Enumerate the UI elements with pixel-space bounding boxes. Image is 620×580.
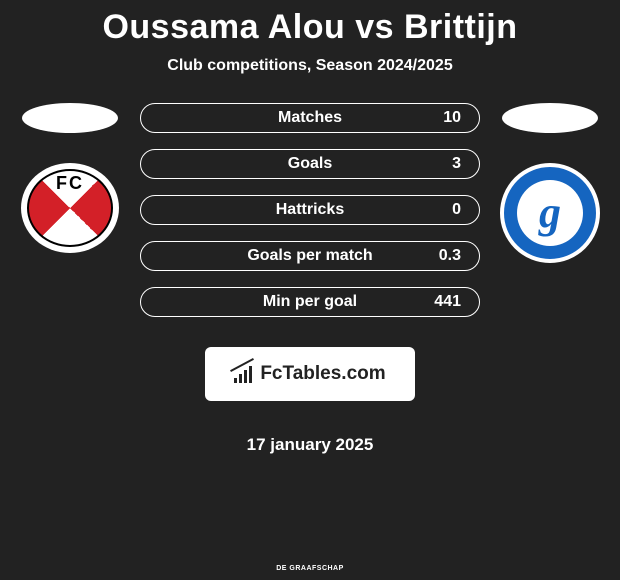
branding-suffix: .com bbox=[341, 363, 385, 384]
branding-main: Tables bbox=[283, 363, 342, 384]
stat-value-right: 0 bbox=[452, 201, 461, 219]
stats-column: Matches 10 Goals 3 Hattricks 0 Goals per… bbox=[130, 103, 490, 455]
right-player-avatar bbox=[502, 103, 598, 133]
stat-row-goals-per-match: Goals per match 0.3 bbox=[140, 241, 480, 271]
stat-value-right: 0.3 bbox=[439, 247, 461, 265]
right-club-inner: g bbox=[517, 180, 583, 246]
right-player-column: g DE GRAAFSCHAP bbox=[490, 103, 610, 263]
stat-row-matches: Matches 10 bbox=[140, 103, 480, 133]
stat-value-right: 10 bbox=[443, 109, 461, 127]
stat-label: Matches bbox=[159, 109, 461, 127]
branding-box: FcTables.com bbox=[205, 347, 415, 401]
page-subtitle: Club competitions, Season 2024/2025 bbox=[0, 57, 620, 75]
left-player-column: FC bbox=[10, 103, 130, 253]
left-club-badge: FC bbox=[21, 163, 119, 253]
stat-row-hattricks: Hattricks 0 bbox=[140, 195, 480, 225]
stat-row-goals: Goals 3 bbox=[140, 149, 480, 179]
stat-label: Goals per match bbox=[159, 247, 461, 265]
left-club-short: FC bbox=[21, 173, 119, 194]
page-title: Oussama Alou vs Brittijn bbox=[0, 8, 620, 47]
branding-prefix: Fc bbox=[260, 363, 282, 384]
stat-label: Goals bbox=[159, 155, 461, 173]
stat-value-right: 441 bbox=[434, 293, 461, 311]
chart-icon bbox=[234, 365, 256, 383]
stat-value-right: 3 bbox=[452, 155, 461, 173]
comparison-row: FC Matches 10 Goals 3 Hattricks 0 Goals … bbox=[0, 103, 620, 455]
stat-row-min-per-goal: Min per goal 441 bbox=[140, 287, 480, 317]
stat-label: Hattricks bbox=[159, 201, 461, 219]
stat-label: Min per goal bbox=[159, 293, 461, 311]
right-club-letter: g bbox=[539, 191, 561, 235]
footer-date: 17 january 2025 bbox=[247, 435, 374, 455]
right-club-badge: g DE GRAAFSCHAP bbox=[500, 163, 600, 263]
left-player-avatar bbox=[22, 103, 118, 133]
branding-text: FcTables.com bbox=[260, 363, 385, 385]
right-club-name: DE GRAAFSCHAP bbox=[0, 565, 620, 572]
